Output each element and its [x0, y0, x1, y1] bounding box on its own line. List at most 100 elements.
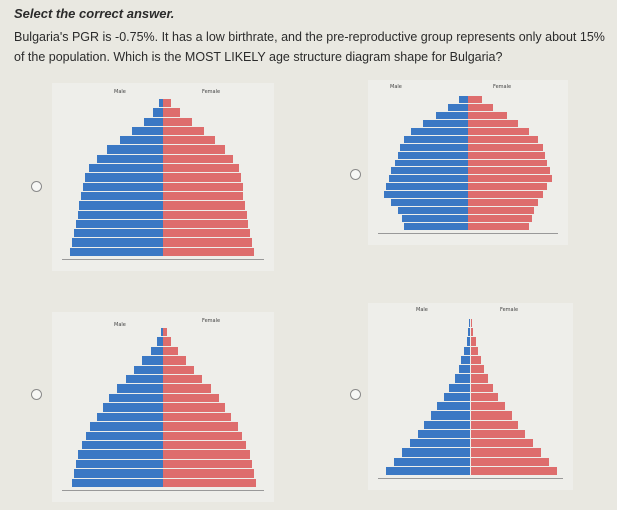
male-bar: [467, 328, 471, 337]
age-group-row: [52, 154, 274, 164]
age-group-row: [52, 412, 274, 422]
option-d-radio[interactable]: [350, 389, 361, 400]
male-bar: [89, 164, 163, 173]
age-group-row: [368, 223, 568, 230]
male-bar: [85, 173, 163, 182]
female-bar: [163, 201, 245, 210]
age-group-row: [368, 111, 568, 119]
age-group-row: [368, 448, 573, 457]
female-bar: [163, 469, 255, 478]
female-bar: [163, 440, 246, 450]
age-group-row: [52, 337, 274, 346]
age-group-row: [52, 117, 274, 126]
male-label: Male: [114, 322, 126, 328]
male-bar: [390, 167, 468, 175]
option-a-radio[interactable]: [31, 181, 42, 192]
female-bar: [470, 355, 482, 365]
male-bar: [397, 207, 468, 215]
male-bar: [106, 145, 163, 154]
male-bar: [422, 119, 468, 127]
female-bar: [163, 238, 253, 247]
female-label: Female: [500, 307, 519, 313]
female-bar: [163, 337, 172, 346]
female-bar: [468, 135, 539, 143]
male-bar: [397, 151, 468, 159]
question-text: Bulgaria's PGR is -0.75%. It has a low b…: [14, 30, 605, 64]
female-bar: [163, 136, 216, 145]
female-bar: [163, 154, 233, 164]
male-bar: [90, 422, 163, 431]
female-bar: [470, 346, 479, 355]
male-bar: [117, 384, 163, 393]
male-bar: [466, 337, 471, 346]
age-group-row: [52, 469, 274, 478]
male-bar: [461, 355, 471, 365]
female-bar: [468, 167, 550, 175]
male-bar: [159, 99, 163, 108]
age-group-row: [368, 328, 573, 337]
female-bar: [470, 319, 472, 328]
male-label: Male: [390, 84, 402, 90]
male-bar: [384, 191, 468, 199]
option-b-radio[interactable]: [350, 169, 361, 180]
age-group-row: [52, 478, 274, 487]
female-bar: [468, 175, 552, 183]
age-group-row: [368, 183, 568, 191]
female-bar: [470, 429, 525, 439]
age-group-row: [52, 238, 274, 247]
age-group-row: [368, 127, 568, 135]
female-bar: [468, 103, 493, 111]
male-bar: [390, 199, 468, 207]
male-bar: [409, 439, 471, 448]
female-bar: [163, 384, 211, 393]
male-label: Male: [114, 89, 126, 95]
male-bar: [153, 108, 163, 117]
female-bar: [163, 164, 239, 173]
female-bar: [163, 459, 253, 469]
male-bar: [386, 183, 468, 191]
female-bar: [470, 457, 549, 466]
female-bar: [163, 365, 195, 375]
age-group-row: [52, 440, 274, 450]
female-bar: [163, 229, 251, 238]
female-bar: [470, 392, 499, 402]
option-a-pyramid[interactable]: Male Female: [52, 83, 274, 271]
age-group-row: [368, 215, 568, 223]
age-group-row: [368, 337, 573, 346]
male-bar: [82, 440, 163, 450]
male-bar: [96, 412, 163, 422]
male-bar: [96, 154, 163, 164]
question-header: Select the correct answer. Bulgaria's PG…: [12, 6, 612, 67]
male-bar: [71, 478, 163, 487]
age-group-row: [52, 375, 274, 384]
female-bar: [163, 182, 243, 191]
female-bar: [470, 328, 474, 337]
age-group-row: [368, 119, 568, 127]
age-group-row: [368, 319, 573, 328]
male-bar: [143, 117, 163, 126]
female-bar: [163, 173, 241, 182]
male-bar: [458, 96, 468, 103]
age-group-row: [52, 431, 274, 440]
age-group-row: [368, 411, 573, 420]
age-group-row: [368, 392, 573, 402]
option-c-radio[interactable]: [31, 389, 42, 400]
female-bar: [468, 159, 548, 167]
male-bar: [444, 392, 471, 402]
female-bar: [468, 207, 534, 215]
age-group-row: [368, 439, 573, 448]
age-group-row: [368, 103, 568, 111]
female-bar: [470, 420, 519, 429]
age-group-row: [52, 126, 274, 136]
male-bar: [160, 328, 163, 337]
option-d-pyramid[interactable]: Male Female: [368, 303, 573, 490]
age-group-row: [368, 457, 573, 466]
age-group-row: [52, 356, 274, 365]
option-b-pyramid[interactable]: Male Female: [368, 80, 568, 245]
female-bar: [470, 466, 557, 475]
male-bar: [86, 431, 163, 440]
age-group-row: [52, 108, 274, 117]
female-bar: [468, 96, 482, 103]
age-group-row: [52, 450, 274, 459]
option-c-pyramid[interactable]: Male Female: [52, 312, 274, 502]
